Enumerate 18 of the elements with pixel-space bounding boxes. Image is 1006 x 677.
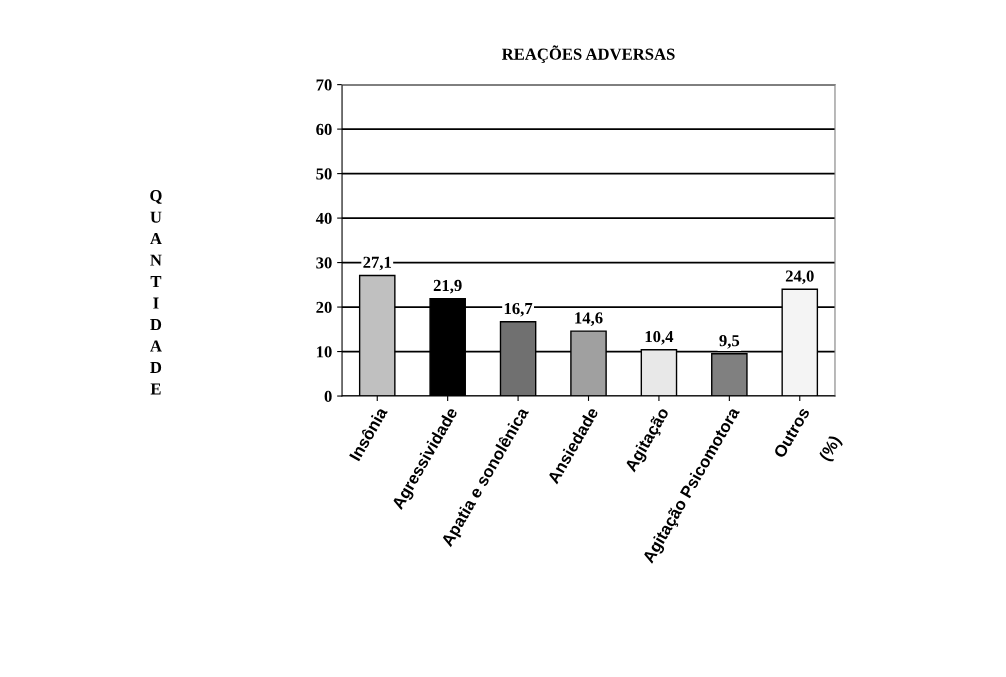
y-tick-label: 60 [316,123,332,136]
chart-title: REAÇÕES ADVERSAS [501,45,675,64]
data-label: 27,1 [363,256,391,271]
data-label: 9,5 [719,335,740,349]
y-tick-label: 20 [316,301,332,314]
y-tick-label: 10 [316,346,332,358]
text: QUANTIDADE [150,190,162,395]
y-tick-label: 70 [316,79,332,91]
y-tick-label: 30 [316,257,332,269]
data-label: 10,4 [645,330,674,345]
data-label: 16,7 [504,303,533,317]
y-tick-label: 0 [324,390,332,402]
data-label: 21,9 [433,279,462,294]
y-tick-label: 40 [315,212,332,225]
y-tick-label: 50 [316,168,332,180]
x-axis-title: (%) [818,434,844,464]
data-label: 24,0 [785,270,814,285]
data-label: 14,6 [575,312,603,326]
